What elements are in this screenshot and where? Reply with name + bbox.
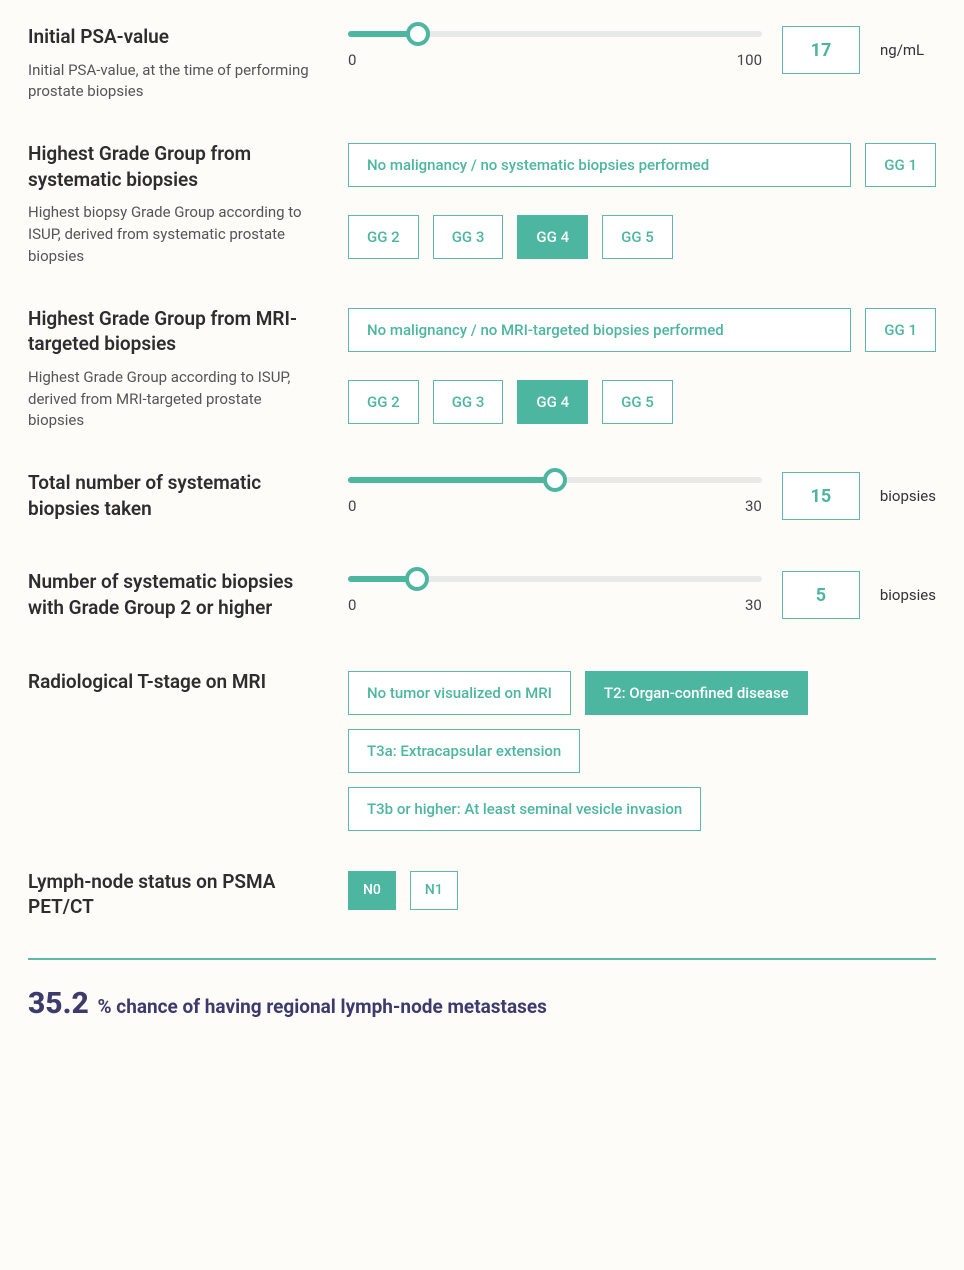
total-biopsies-slider[interactable]: 0 30	[348, 477, 762, 515]
total-biopsies-fill	[348, 477, 555, 483]
sys-grade-row: Highest Grade Group from systematic biop…	[28, 141, 936, 268]
psa-max: 100	[737, 51, 762, 69]
total-biopsies-unit: biopsies	[880, 487, 936, 505]
psa-title: Initial PSA-value	[28, 24, 318, 50]
gg2-biopsies-max: 30	[745, 596, 762, 614]
total-biopsies-max: 30	[745, 497, 762, 515]
psa-value-box[interactable]: 17	[782, 26, 860, 74]
t-stage-row: Radiological T-stage on MRI No tumor vis…	[28, 669, 936, 831]
total-biopsies-value[interactable]: 15	[782, 472, 860, 520]
total-biopsies-thumb[interactable]	[543, 468, 567, 492]
psa-min: 0	[348, 51, 356, 69]
gg2-biopsies-thumb[interactable]	[405, 567, 429, 591]
mri_grade-option[interactable]: GG 1	[865, 308, 936, 352]
sys_grade-option[interactable]: GG 1	[865, 143, 936, 187]
mri-grade-title: Highest Grade Group from MRI-targeted bi…	[28, 306, 318, 357]
total-biopsies-min: 0	[348, 497, 356, 515]
sys_grade-option[interactable]: GG 2	[348, 215, 419, 259]
n_status-option[interactable]: N0	[348, 871, 396, 910]
psa-desc: Initial PSA-value, at the time of perfor…	[28, 60, 318, 104]
psa-slider-thumb[interactable]	[406, 22, 430, 46]
mri-grade-row: Highest Grade Group from MRI-targeted bi…	[28, 306, 936, 433]
n_status-option[interactable]: N1	[410, 871, 458, 910]
t_stage-option[interactable]: T3b or higher: At least seminal vesicle …	[348, 787, 701, 831]
gg2-biopsies-unit: biopsies	[880, 586, 936, 604]
gg2-biopsies-min: 0	[348, 596, 356, 614]
result-percent: 35.2	[28, 986, 89, 1021]
sys_grade-option[interactable]: No malignancy / no systematic biopsies p…	[348, 143, 851, 187]
gg2-biopsies-row: Number of systematic biopsies with Grade…	[28, 569, 936, 630]
psa-row: Initial PSA-value Initial PSA-value, at …	[28, 24, 936, 103]
result-divider	[28, 958, 936, 960]
mri_grade-option[interactable]: No malignancy / no MRI-targeted biopsies…	[348, 308, 851, 352]
mri-grade-desc: Highest Grade Group according to ISUP, d…	[28, 367, 318, 432]
result-text: % chance of having regional lymph-node m…	[98, 995, 547, 1018]
sys-grade-desc: Highest biopsy Grade Group according to …	[28, 202, 318, 267]
psa-unit: ng/mL	[880, 41, 936, 59]
n-status-row: Lymph-node status on PSMA PET/CT N0 N1	[28, 869, 936, 930]
mri_grade-option[interactable]: GG 5	[602, 380, 673, 424]
sys_grade-option[interactable]: GG 5	[602, 215, 673, 259]
mri_grade-option[interactable]: GG 2	[348, 380, 419, 424]
gg2-biopsies-slider[interactable]: 0 30	[348, 576, 762, 614]
n-status-title: Lymph-node status on PSMA PET/CT	[28, 869, 318, 920]
total-biopsies-title: Total number of systematic biopsies take…	[28, 470, 318, 521]
mri_grade-option[interactable]: GG 3	[433, 380, 504, 424]
sys-grade-title: Highest Grade Group from systematic biop…	[28, 141, 318, 192]
t-stage-title: Radiological T-stage on MRI	[28, 669, 318, 695]
psa-slider[interactable]: 0 100	[348, 31, 762, 69]
gg2-biopsies-value[interactable]: 5	[782, 571, 860, 619]
total-biopsies-row: Total number of systematic biopsies take…	[28, 470, 936, 531]
t-stage-options: No tumor visualized on MRI T2: Organ-conf…	[348, 671, 936, 831]
n-status-options: N0 N1	[348, 871, 936, 910]
gg2-biopsies-title: Number of systematic biopsies with Grade…	[28, 569, 318, 620]
sys_grade-option[interactable]: GG 4	[517, 215, 588, 259]
mri_grade-option[interactable]: GG 4	[517, 380, 588, 424]
t_stage-option[interactable]: No tumor visualized on MRI	[348, 671, 571, 715]
result-line: 35.2 % chance of having regional lymph-n…	[28, 986, 936, 1021]
sys-grade-options: No malignancy / no systematic biopsies p…	[348, 143, 936, 259]
t_stage-option[interactable]: T3a: Extracapsular extension	[348, 729, 580, 773]
sys_grade-option[interactable]: GG 3	[433, 215, 504, 259]
t_stage-option[interactable]: T2: Organ-confined disease	[585, 671, 808, 715]
mri-grade-options: No malignancy / no MRI-targeted biopsies…	[348, 308, 936, 424]
